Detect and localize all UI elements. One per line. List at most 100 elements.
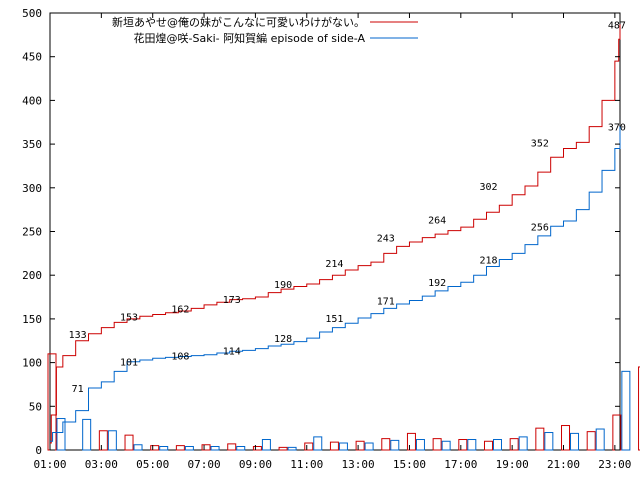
value-label-series-1: 487 bbox=[608, 20, 626, 31]
hourly-bar-series-2 bbox=[184, 446, 194, 451]
hourly-bar-series-2 bbox=[492, 439, 502, 451]
value-label-series-2: 192 bbox=[428, 278, 446, 289]
hourly-bar-series-2 bbox=[390, 439, 400, 451]
hourly-bar-series-1 bbox=[381, 438, 391, 451]
hourly-bar-series-2 bbox=[595, 428, 605, 451]
value-label-series-2: 171 bbox=[377, 297, 395, 308]
legend: 新垣あやせ@俺の妹がこんなに可愛いわけがない。 花田煌@咲-Saki- 阿知賀編… bbox=[112, 15, 418, 45]
hourly-bar-series-1 bbox=[150, 445, 160, 451]
value-labels: 133 153 162 173 190 214 243 264 302 352 487 71 101 10… bbox=[69, 20, 626, 395]
hourly-bar-series-1 bbox=[47, 353, 57, 451]
value-label-series-2: 218 bbox=[479, 255, 497, 266]
hourly-bar-series-1 bbox=[458, 439, 468, 451]
value-label-series-1: 173 bbox=[223, 295, 241, 306]
hourly-bar-series-1 bbox=[432, 438, 442, 451]
hourly-bar-series-2 bbox=[467, 439, 477, 451]
x-tick-label: 09:00 bbox=[239, 458, 272, 471]
hourly-bar-series-2 bbox=[210, 446, 220, 451]
hourly-bar-series-1 bbox=[278, 446, 288, 451]
hourly-bar-series-1 bbox=[304, 442, 314, 451]
value-label-series-1: 264 bbox=[428, 215, 446, 226]
hourly-bar-series-1 bbox=[535, 427, 545, 451]
hourly-bar-series-1 bbox=[175, 445, 185, 451]
value-label-series-2: 151 bbox=[325, 314, 343, 325]
legend-label-series-2: 花田煌@咲-Saki- 阿知賀編 episode of side-A bbox=[134, 31, 366, 45]
value-label-series-2: 128 bbox=[274, 334, 292, 345]
y-tick-label: 250 bbox=[22, 226, 42, 239]
hourly-bar-series-2 bbox=[570, 432, 580, 451]
hourly-bar-series-2 bbox=[441, 440, 451, 451]
hourly-bar-series-2 bbox=[107, 430, 117, 451]
hourly-bar-series-1 bbox=[329, 441, 339, 451]
cumulative-line-series-1 bbox=[50, 24, 621, 444]
x-tick-label: 01:00 bbox=[33, 458, 66, 471]
x-tick-label: 07:00 bbox=[187, 458, 220, 471]
value-label-series-2: 370 bbox=[608, 123, 626, 134]
y-tick-label: 500 bbox=[22, 7, 42, 20]
hourly-bar-series-2 bbox=[82, 418, 92, 451]
hourly-bar-series-2 bbox=[518, 436, 528, 451]
hourly-bar-series-1 bbox=[406, 432, 416, 451]
hourly-bar-series-2 bbox=[338, 442, 348, 451]
x-axis: 01:00 03:00 05:00 07:00 09:00 11:00 13:00 15:00… bbox=[33, 13, 631, 471]
hourly-bar-series-2 bbox=[159, 446, 169, 451]
x-tick-label: 05:00 bbox=[136, 458, 169, 471]
value-label-series-2: 71 bbox=[72, 384, 84, 395]
hourly-bar-series-1 bbox=[98, 430, 108, 451]
value-label-series-1: 352 bbox=[531, 138, 549, 149]
hourly-bar-series-1 bbox=[561, 425, 571, 451]
x-tick-label: 23:00 bbox=[598, 458, 631, 471]
hourly-bar-series-2 bbox=[236, 446, 246, 451]
value-label-series-1: 243 bbox=[377, 234, 395, 245]
value-label-series-2: 101 bbox=[120, 358, 138, 369]
y-tick-label: 50 bbox=[29, 400, 42, 413]
x-tick-label: 15:00 bbox=[393, 458, 426, 471]
hourly-bar-series-2 bbox=[415, 439, 425, 451]
hourly-bar-series-2 bbox=[287, 446, 297, 451]
value-label-series-2: 114 bbox=[223, 346, 241, 357]
y-tick-label: 350 bbox=[22, 138, 42, 151]
hourly-bar-series-1 bbox=[201, 444, 211, 451]
value-label-series-2: 256 bbox=[531, 222, 549, 233]
y-tick-label: 450 bbox=[22, 51, 42, 64]
hourly-bar-series-2 bbox=[261, 439, 271, 451]
cumulative-lines bbox=[50, 24, 621, 444]
hourly-bar-series-1 bbox=[252, 446, 262, 451]
legend-label-series-1: 新垣あやせ@俺の妹がこんなに可愛いわけがない。 bbox=[112, 15, 365, 29]
hourly-bar-series-2 bbox=[364, 442, 374, 451]
value-label-series-1: 214 bbox=[325, 259, 343, 270]
hourly-bar-series-1 bbox=[355, 440, 365, 451]
value-label-series-1: 153 bbox=[120, 312, 138, 323]
x-tick-label: 11:00 bbox=[290, 458, 323, 471]
value-label-series-2: 108 bbox=[171, 352, 189, 363]
x-tick-label: 03:00 bbox=[85, 458, 118, 471]
y-tick-label: 400 bbox=[22, 94, 42, 107]
value-label-series-1: 190 bbox=[274, 280, 292, 291]
cumulative-line-series-2 bbox=[50, 126, 621, 442]
y-tick-label: 100 bbox=[22, 357, 42, 370]
y-tick-label: 300 bbox=[22, 182, 42, 195]
hourly-bar-series-2 bbox=[544, 432, 554, 451]
y-tick-label: 0 bbox=[35, 444, 42, 457]
value-label-series-1: 162 bbox=[171, 304, 189, 315]
y-tick-label: 150 bbox=[22, 313, 42, 326]
hourly-bar-series-1 bbox=[483, 440, 493, 451]
hourly-bar-series-2 bbox=[133, 444, 143, 451]
x-tick-label: 21:00 bbox=[547, 458, 580, 471]
hourly-bar-series-1 bbox=[509, 438, 519, 451]
y-tick-label: 200 bbox=[22, 269, 42, 282]
value-label-series-1: 302 bbox=[479, 182, 497, 193]
hourly-bar-series-1 bbox=[227, 443, 237, 451]
hourly-bar-series-2 bbox=[56, 418, 66, 451]
x-tick-label: 13:00 bbox=[342, 458, 375, 471]
hourly-bar-series-1 bbox=[586, 431, 596, 451]
hourly-bar-series-1 bbox=[638, 366, 640, 451]
x-tick-label: 19:00 bbox=[496, 458, 529, 471]
hourly-bar-series-2 bbox=[313, 436, 323, 451]
y-axis: 0 50 100 150 200 250 300 350 400 450 500 bbox=[22, 7, 620, 457]
x-tick-label: 17:00 bbox=[444, 458, 477, 471]
value-label-series-1: 133 bbox=[69, 330, 87, 341]
hourly-bar-series-2 bbox=[621, 370, 631, 451]
hourly-bar-series-1 bbox=[124, 434, 134, 451]
